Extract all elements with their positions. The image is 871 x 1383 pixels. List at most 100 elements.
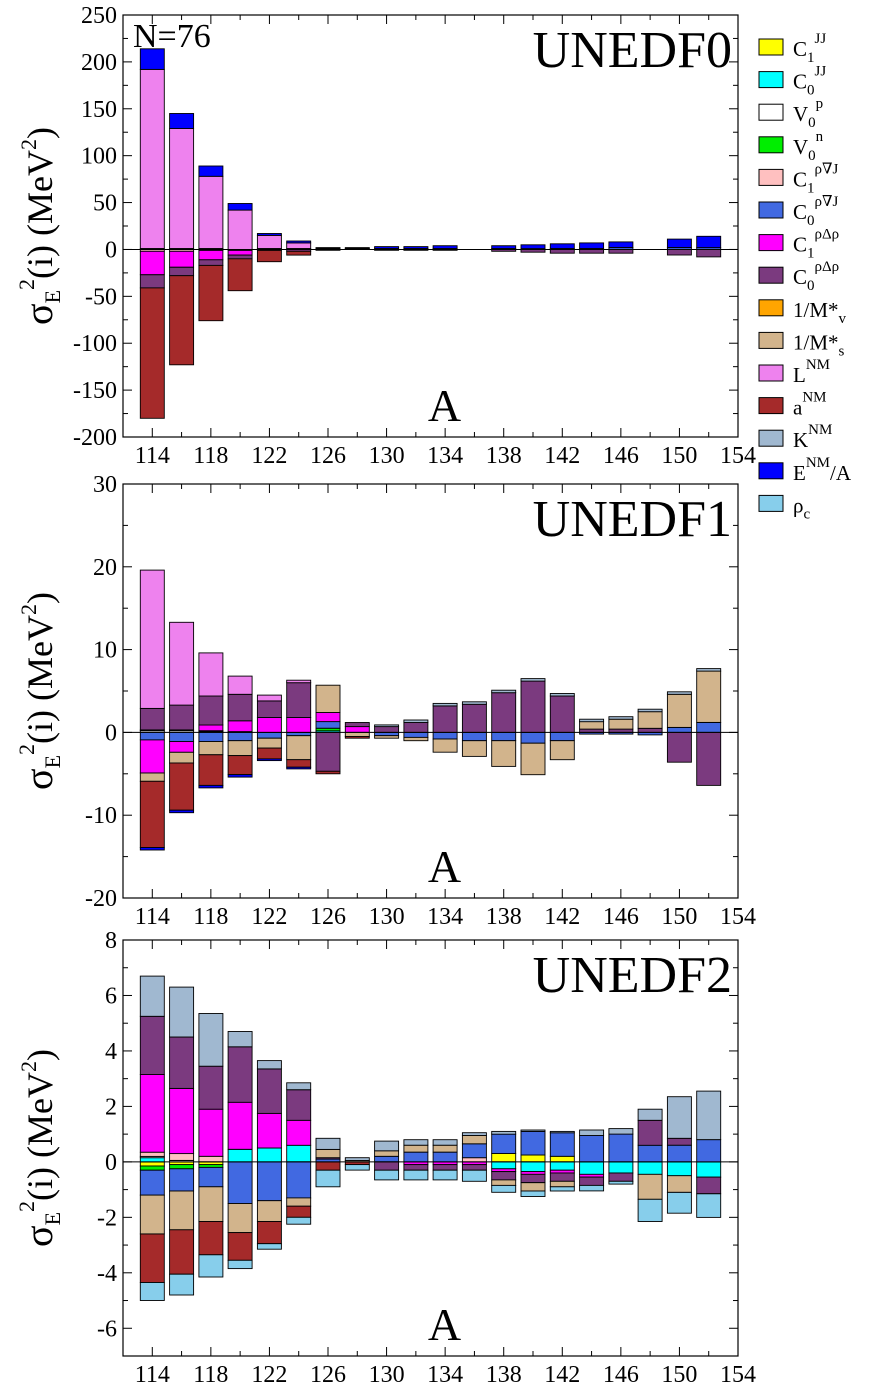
bar-segment: [461, 1164, 487, 1171]
x-tick-label: 150: [661, 443, 697, 469]
y-axis-label: σE2(i) (MeV2): [14, 592, 65, 790]
bar-segment: [432, 245, 458, 249]
bar-segment: [169, 113, 195, 129]
bar-segment: [344, 1157, 370, 1161]
legend-label: C0JJ: [793, 64, 826, 99]
legend-swatch: [758, 38, 784, 56]
bar-segment: [403, 719, 429, 723]
legend-item: C1JJ: [758, 31, 826, 66]
bar-segment: [227, 1101, 253, 1150]
y-tick-label: 250: [81, 3, 117, 29]
y-tick-label: 0: [105, 1150, 117, 1176]
bar-segment: [227, 731, 253, 742]
bar-segment: [256, 233, 282, 236]
bar-segment: [696, 731, 722, 786]
x-tick-label: 118: [193, 443, 228, 469]
bar-segment: [169, 250, 195, 268]
bar-segment: [403, 1151, 429, 1163]
y-tick-label: 6: [105, 983, 117, 1009]
bar-segment: [666, 1144, 692, 1163]
bar-segment: [696, 670, 722, 723]
bar-segment: [549, 1180, 575, 1188]
bar-segment: [696, 1139, 722, 1163]
legend-label: 1/M*s: [793, 330, 845, 359]
bar-segment: [315, 684, 341, 713]
bar-segment: [403, 722, 429, 733]
legend-label: C1JJ: [793, 31, 826, 66]
bar-segment: [286, 1216, 312, 1225]
bar-segment: [432, 731, 458, 740]
bar-segment: [315, 712, 341, 723]
bar-segment: [666, 238, 692, 248]
bar-segment: [227, 1031, 253, 1048]
legend-label: LNM: [793, 357, 830, 387]
bar-segment: [461, 1132, 487, 1136]
bar-segment: [139, 1151, 165, 1157]
legend-swatch: [758, 494, 784, 512]
bar-segment: [256, 234, 282, 249]
bar-segment: [169, 621, 195, 706]
bar-segment: [286, 1197, 312, 1207]
bar-segment: [286, 1205, 312, 1218]
bar-segment: [374, 724, 400, 728]
bar-segment: [666, 1191, 692, 1214]
legend-label: C0ρΔρ: [793, 259, 839, 294]
bar-segment: [666, 1137, 692, 1146]
bar-segment: [256, 1147, 282, 1163]
chart-panel-unedf2: -6 -4 -2 0 2 4 6 8 114 118 122 126 130 134 138 142 146 15…: [14, 928, 756, 1383]
bar-segment: [139, 68, 165, 249]
bar-segment: [432, 705, 458, 733]
bar-segment: [374, 1150, 400, 1157]
bar-segment: [139, 1161, 165, 1167]
bar-segment: [286, 240, 312, 244]
bar-segment: [666, 693, 692, 728]
legend-label: aNM: [793, 390, 827, 420]
bar-segment: [579, 721, 605, 730]
legend-swatch: [758, 103, 784, 121]
bar-segment: [227, 1259, 253, 1270]
y-tick-label: 200: [81, 50, 117, 76]
bar-segment: [256, 700, 282, 718]
bar-segment: [461, 703, 487, 733]
bar-segment: [256, 737, 282, 749]
legend-item: 1/M*s: [758, 330, 845, 359]
bar-segment: [461, 731, 487, 742]
x-tick-label: 126: [310, 1362, 346, 1383]
y-tick-label: -2: [97, 1205, 117, 1231]
bar-segment: [344, 722, 370, 728]
bar-segment: [198, 1065, 224, 1110]
bar-segment: [227, 1046, 253, 1103]
legend-item: C0JJ: [758, 64, 826, 99]
bar-segment: [198, 652, 224, 697]
x-tick-label: 142: [544, 443, 580, 469]
bar-segment: [256, 694, 282, 702]
bar-segment: [696, 1193, 722, 1218]
x-tick-label: 114: [135, 443, 170, 469]
legend-swatch: [758, 397, 784, 415]
bar-segment: [315, 1137, 341, 1150]
bar-segment: [637, 1144, 663, 1163]
bar-segment: [227, 774, 253, 778]
bar-segment: [315, 1169, 341, 1188]
bar-segment: [169, 266, 195, 277]
bar-segment: [198, 695, 224, 726]
bar-segment: [549, 1172, 575, 1182]
bar-segment: [169, 741, 195, 753]
bar-segment: [520, 1173, 546, 1184]
bar-segment: [549, 1186, 575, 1192]
bar-segment: [579, 718, 605, 723]
bar-segment: [315, 1148, 341, 1159]
n-annotation: N=76: [133, 18, 211, 55]
y-tick-label: 30: [93, 472, 117, 498]
bar-segment: [403, 1144, 429, 1153]
legend-item: ENM/A: [758, 455, 852, 485]
bar-segment: [286, 242, 312, 249]
bar-segment: [374, 1169, 400, 1181]
bar-segment: [637, 1108, 663, 1121]
bar-segment: [696, 1161, 722, 1178]
x-tick-label: 126: [310, 443, 346, 469]
y-tick-label: 100: [81, 144, 117, 170]
bar-segment: [432, 738, 458, 753]
bar-segment: [227, 258, 253, 292]
